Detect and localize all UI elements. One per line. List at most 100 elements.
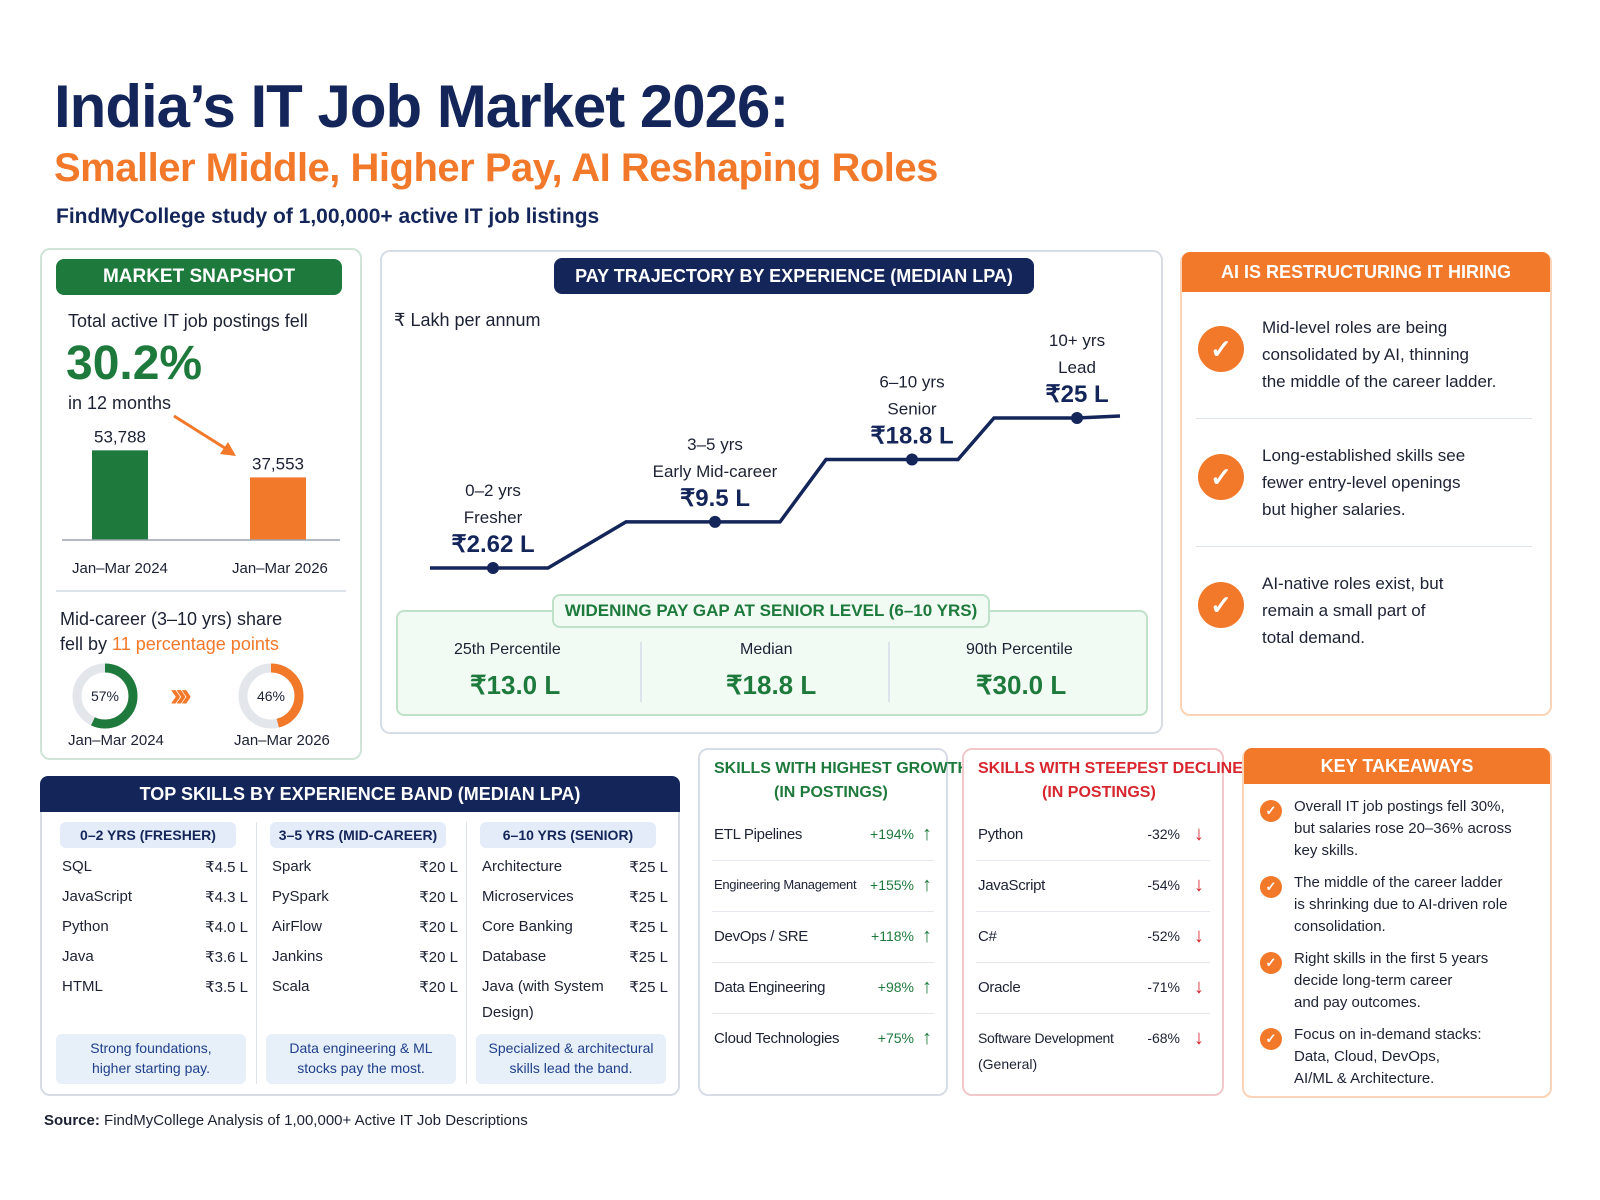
takeaways-heading: KEY TAKEAWAYS [1244,748,1550,784]
pay-trajectory-line [430,414,1121,570]
growth-value: +194% [870,826,914,842]
growth-skill: Data Engineering [714,979,826,996]
growth-card [698,748,948,1096]
check-icon: ✓ [1198,582,1244,628]
takeaway-line: Right skills in the first 5 years [1294,950,1489,967]
up-arrow-icon: ↑ [922,925,932,947]
pay-point-value: ₹9.5 L [680,485,750,512]
pay-point-band: 3–5 yrs [687,435,743,454]
postings-bar-chart: 53,788 37,553 [62,427,340,541]
gap-divider-1 [640,642,642,702]
pay-point [906,453,918,466]
pay-point-role: Senior [887,400,936,419]
source-line: Source: FindMyCollege Analysis of 1,00,0… [44,1112,528,1129]
pay-point-value: ₹25 L [1045,381,1108,408]
down-arrow-icon: ↓ [1194,976,1204,998]
takeaway-line: but salaries rose 20–36% across [1294,820,1512,837]
posting-bar [92,450,148,540]
skill-salary: ₹25 L [629,979,668,996]
pay-gap-heading: WIDENING PAY GAP AT SENIOR LEVEL (6–10 Y… [552,594,990,628]
pay-trajectory-heading: PAY TRAJECTORY BY EXPERIENCE (MEDIAN LPA… [554,258,1034,294]
decline-row-divider [976,911,1210,912]
skill-salary: ₹25 L [629,889,668,906]
band-divider [256,822,257,1084]
check-icon: ✓ [1198,326,1244,372]
mid-career-donuts: 57% 46% [72,663,304,729]
note-line: skills lead the band. [509,1060,633,1076]
skill-band-title: 3–5 YRS (MID-CAREER) [270,822,446,848]
decline-skill: Software Development [978,1030,1114,1046]
snapshot-percent: 30.2% [66,337,203,390]
skill-salary: ₹20 L [419,979,458,996]
market-snapshot-heading: MARKET SNAPSHOT [56,259,342,295]
mid-career-highlight: 11 percentage points [112,634,279,654]
donut-label-2026: Jan–Mar 2026 [234,732,330,749]
check-icon: ✓ [1260,1028,1282,1050]
down-arrow-icon: ↓ [1194,823,1204,845]
ai-divider [1196,418,1532,419]
skill-salary: ₹20 L [419,919,458,936]
ai-point-line: total demand. [1262,628,1366,647]
note-line: stocks pay the most. [297,1060,425,1076]
ai-point-line: Long-established skills see [1262,446,1466,465]
page-title: India’s IT Job Market 2026: [54,73,789,140]
up-arrow-icon: ↑ [922,976,932,998]
pay-point-value: ₹18.8 L [870,423,953,450]
skill-name: Scala [272,978,310,995]
skill-salary: ₹4.3 L [205,889,248,906]
growth-skill: ETL Pipelines [714,826,803,843]
takeaway-line: Overall IT job postings fell 30%, [1294,798,1505,815]
takeaway-line: AI/ML & Architecture. [1294,1070,1435,1087]
decline-skill: JavaScript [978,877,1046,894]
ai-point-line: but higher salaries. [1262,500,1406,519]
mid-career-fell: fell by 11 percentage points [60,634,279,655]
skill-name: HTML [62,978,103,995]
donut-label-2024: Jan–Mar 2024 [68,732,164,749]
ai-heading: AI IS RESTRUCTURING IT HIRING [1182,252,1550,292]
note-line: higher starting pay. [91,1060,211,1076]
skill-name: Java [62,948,94,965]
pay-point [1071,412,1083,424]
snapshot-divider [56,590,346,592]
growth-skill: Engineering Management [714,877,857,892]
gap-label-p25: 25th Percentile [454,641,561,658]
skill-band-title: 6–10 YRS (SENIOR) [480,822,656,848]
takeaway-line: key skills. [1294,842,1359,859]
skill-salary: ₹20 L [419,949,458,966]
study-description: FindMyCollege study of 1,00,000+ active … [56,205,600,228]
growth-value: +118% [871,928,914,944]
skill-name: Architecture [482,858,563,875]
growth-value: +98% [877,979,914,995]
check-icon: ✓ [1260,800,1282,822]
check-icon: ✓ [1198,454,1244,500]
decline-value: -71% [1147,979,1180,995]
decline-value: -52% [1147,928,1180,944]
decline-row-divider [976,962,1210,963]
skill-salary: ₹4.5 L [205,859,248,876]
decline-card [962,748,1224,1096]
ai-point-line: Mid-level roles are being [1262,318,1448,337]
gap-divider-2 [888,642,890,702]
band-divider [466,822,467,1084]
skill-name: SQL [62,858,93,875]
top-skills-heading: TOP SKILLS BY EXPERIENCE BAND (MEDIAN LP… [40,776,680,812]
pay-point-band: 6–10 yrs [879,373,944,392]
source-label: Source: [44,1112,100,1129]
skill-salary: ₹25 L [629,859,668,876]
growth-row-divider [712,860,934,861]
growth-heading-sub: (IN POSTINGS) [774,784,888,801]
donut-value: 57% [91,688,119,704]
decline-row-divider [976,860,1210,861]
growth-row-divider [712,962,934,963]
skill-name: Database [482,948,547,965]
gap-label-median: Median [740,641,793,658]
growth-skill: Cloud Technologies [714,1030,840,1047]
decline-heading-sub: (IN POSTINGS) [1042,784,1156,801]
takeaway-line: Focus on in-demand stacks: [1294,1026,1482,1043]
ai-divider [1196,546,1532,547]
gap-value-p25: ₹13.0 L [470,670,561,700]
skill-salary: ₹3.5 L [205,979,248,996]
source-text: FindMyCollege Analysis of 1,00,000+ Acti… [104,1112,528,1129]
skill-salary: ₹25 L [629,949,668,966]
decline-heading: SKILLS WITH STEEPEST DECLINE [978,760,1243,777]
